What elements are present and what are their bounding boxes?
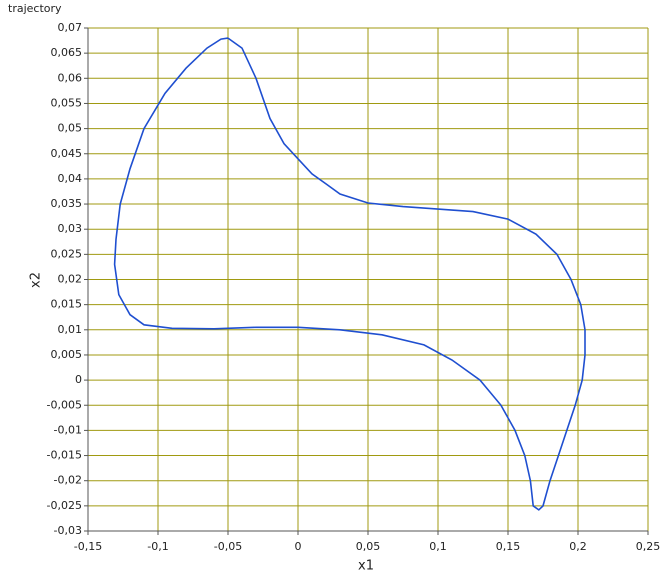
y-axis-label: x2 xyxy=(29,272,44,288)
y-tick-label: -0,025 xyxy=(47,499,82,512)
y-tick-label: 0,005 xyxy=(51,348,83,361)
x-axis-label: x1 xyxy=(358,559,374,574)
y-tick-label: 0,06 xyxy=(58,71,83,84)
y-tick-label: -0,01 xyxy=(54,423,82,436)
y-tick-label: -0,005 xyxy=(47,398,82,411)
x-tick-label: 0 xyxy=(295,540,302,553)
x-tick-label: -0,1 xyxy=(147,540,168,553)
y-tick-label: 0,07 xyxy=(58,21,83,34)
y-tick-label: 0,045 xyxy=(51,147,83,160)
x-tick-label: 0,05 xyxy=(356,540,381,553)
y-tick-label: -0,03 xyxy=(54,524,82,537)
x-tick-label: 0,25 xyxy=(636,540,661,553)
x-tick-label: 0,2 xyxy=(569,540,587,553)
y-tick-label: 0,035 xyxy=(51,197,83,210)
y-tick-label: 0,065 xyxy=(51,46,83,59)
y-tick-label: 0 xyxy=(75,373,82,386)
y-tick-label: 0,055 xyxy=(51,96,83,109)
y-tick-label: 0,03 xyxy=(58,222,83,235)
y-tick-label: 0,05 xyxy=(58,122,83,135)
y-tick-label: 0,015 xyxy=(51,298,83,311)
x-tick-label: -0,05 xyxy=(214,540,242,553)
x-tick-label: -0,15 xyxy=(74,540,102,553)
trajectory-line xyxy=(113,37,586,511)
y-tick-label: -0,02 xyxy=(54,474,82,487)
y-tick-label: 0,02 xyxy=(58,273,83,286)
y-tick-label: 0,01 xyxy=(58,323,83,336)
x-tick-label: 0,1 xyxy=(429,540,447,553)
x-tick-label: 0,15 xyxy=(496,540,521,553)
y-tick-label: 0,04 xyxy=(58,172,83,185)
chart-title: trajectory xyxy=(8,2,62,15)
y-tick-label: -0,015 xyxy=(47,449,82,462)
y-tick-label: 0,025 xyxy=(51,247,83,260)
